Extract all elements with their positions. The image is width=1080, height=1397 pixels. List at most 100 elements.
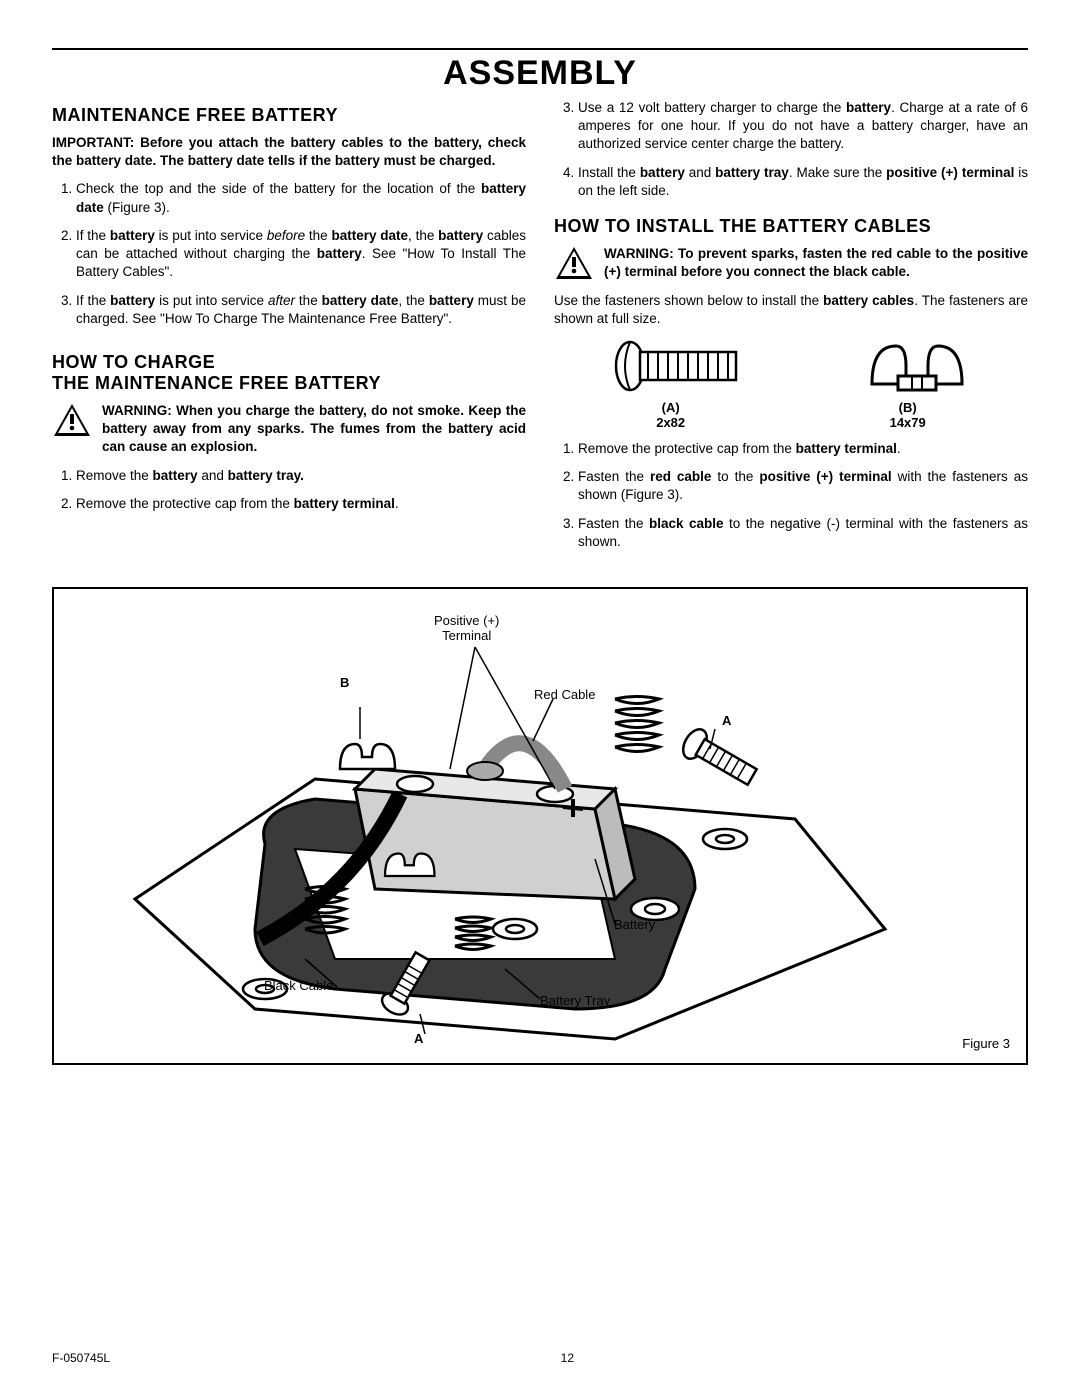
bold: battery tray. [228, 468, 304, 483]
right-column: Use a 12 volt battery charger to charge … [554, 99, 1028, 561]
warning-icon [52, 402, 92, 438]
warning-block: WARNING: To prevent sparks, fasten the r… [554, 245, 1028, 281]
list-item: Fasten the black cable to the negative (… [578, 515, 1028, 551]
list-item: Remove the protective cap from the batte… [578, 440, 1028, 458]
bold: black cable [649, 516, 724, 531]
page-footer: F-050745L 12 . [52, 1351, 1028, 1365]
charge-list: Remove the battery and battery tray. Rem… [52, 467, 526, 513]
text: 14x79 [890, 415, 926, 430]
fastener-label-b: (B)14x79 [890, 400, 926, 430]
list-item: Remove the battery and battery tray. [76, 467, 526, 485]
charge-list-cont: Use a 12 volt battery charger to charge … [554, 99, 1028, 200]
list-item: Install the battery and battery tray. Ma… [578, 164, 1028, 200]
bold: battery [846, 100, 891, 115]
battery-check-list: Check the top and the side of the batter… [52, 180, 526, 328]
text: , the [398, 293, 428, 308]
bold: battery [429, 293, 474, 308]
text: the [295, 293, 322, 308]
figure-caption: Figure 3 [962, 1036, 1010, 1051]
section-heading: MAINTENANCE FREE BATTERY [52, 105, 526, 126]
text: . [395, 496, 399, 511]
bold: battery cables [823, 293, 914, 308]
text: Fasten the [578, 516, 649, 531]
section-heading: HOW TO INSTALL THE BATTERY CABLES [554, 216, 1028, 237]
label-a-top: A [722, 713, 731, 728]
text: (Figure 3). [104, 200, 170, 215]
fastener-intro: Use the fasteners shown below to install… [554, 292, 1028, 328]
important-note: IMPORTANT: Before you attach the battery… [52, 134, 526, 170]
text: to the [711, 469, 759, 484]
heading-line: THE MAINTENANCE FREE BATTERY [52, 373, 381, 393]
text: and [685, 165, 715, 180]
left-column: MAINTENANCE FREE BATTERY IMPORTANT: Befo… [52, 99, 526, 561]
list-item: If the battery is put into service after… [76, 292, 526, 328]
warning-icon [554, 245, 594, 281]
text: If the [76, 228, 110, 243]
text: (A) [662, 400, 680, 415]
label-a-bottom: A [414, 1031, 423, 1046]
section-heading: HOW TO CHARGE THE MAINTENANCE FREE BATTE… [52, 352, 526, 394]
bold: battery terminal [796, 441, 897, 456]
list-item: Use a 12 volt battery charger to charge … [578, 99, 1028, 154]
label-battery-tray: Battery Tray [540, 993, 610, 1008]
text: is put into service [155, 293, 268, 308]
list-item: Fasten the red cable to the positive (+)… [578, 468, 1028, 504]
label-b: B [340, 675, 349, 690]
figure-3-box: Positive (+)Terminal B Red Cable A Batte… [52, 587, 1028, 1065]
label-battery: Battery [614, 917, 655, 932]
top-rule [52, 48, 1028, 50]
warning-text: WARNING: To prevent sparks, fasten the r… [604, 245, 1028, 281]
text: the [305, 228, 331, 243]
text: Remove the protective cap from the [578, 441, 796, 456]
list-item: Remove the protective cap from the batte… [76, 495, 526, 513]
text: Use the fasteners shown below to install… [554, 293, 823, 308]
text: Terminal [442, 628, 491, 643]
bold: positive (+) terminal [759, 469, 891, 484]
text: 2x82 [656, 415, 685, 430]
fastener-illustrations [554, 336, 1028, 396]
doc-id: F-050745L [52, 1351, 110, 1365]
wing-nut-icon [862, 336, 972, 396]
label-black-cable: Black Cable [264, 978, 333, 993]
text: is put into service [155, 228, 267, 243]
fastener-label-a: (A)2x82 [656, 400, 685, 430]
bold: battery date [322, 293, 399, 308]
text: Remove the [76, 468, 153, 483]
warning-block: WARNING: When you charge the battery, do… [52, 402, 526, 457]
text: . [897, 441, 901, 456]
bold: battery [110, 293, 155, 308]
list-item: Check the top and the side of the batter… [76, 180, 526, 216]
page-number: 12 [561, 1351, 574, 1365]
warning-text: WARNING: When you charge the battery, do… [102, 402, 526, 457]
text: Fasten the [578, 469, 650, 484]
bolt-icon [610, 336, 750, 396]
bold: positive (+) terminal [886, 165, 1014, 180]
fastener-labels: (A)2x82 (B)14x79 [554, 400, 1028, 430]
italic: before [267, 228, 305, 243]
text: Check the top and the side of the batter… [76, 181, 481, 196]
page-title: ASSEMBLY [52, 54, 1028, 93]
bold: battery [110, 228, 155, 243]
bold: battery [438, 228, 483, 243]
text: Install the [578, 165, 640, 180]
bold: battery [153, 468, 198, 483]
bold: red cable [650, 469, 711, 484]
bold: battery [640, 165, 685, 180]
text: Positive (+) [434, 613, 499, 628]
list-item: If the battery is put into service befor… [76, 227, 526, 282]
bold: battery tray [715, 165, 789, 180]
text: and [198, 468, 228, 483]
text: Remove the protective cap from the [76, 496, 294, 511]
content-columns: MAINTENANCE FREE BATTERY IMPORTANT: Befo… [52, 99, 1028, 561]
bold: battery [317, 246, 362, 261]
bold: battery terminal [294, 496, 395, 511]
text: . Make sure the [789, 165, 886, 180]
text: If the [76, 293, 110, 308]
battery-diagram [54, 589, 1026, 1063]
heading-line: HOW TO CHARGE [52, 352, 215, 372]
text: , the [408, 228, 438, 243]
text: (B) [899, 400, 917, 415]
text: Use a 12 volt battery charger to charge … [578, 100, 846, 115]
install-list: Remove the protective cap from the batte… [554, 440, 1028, 551]
italic: after [268, 293, 295, 308]
